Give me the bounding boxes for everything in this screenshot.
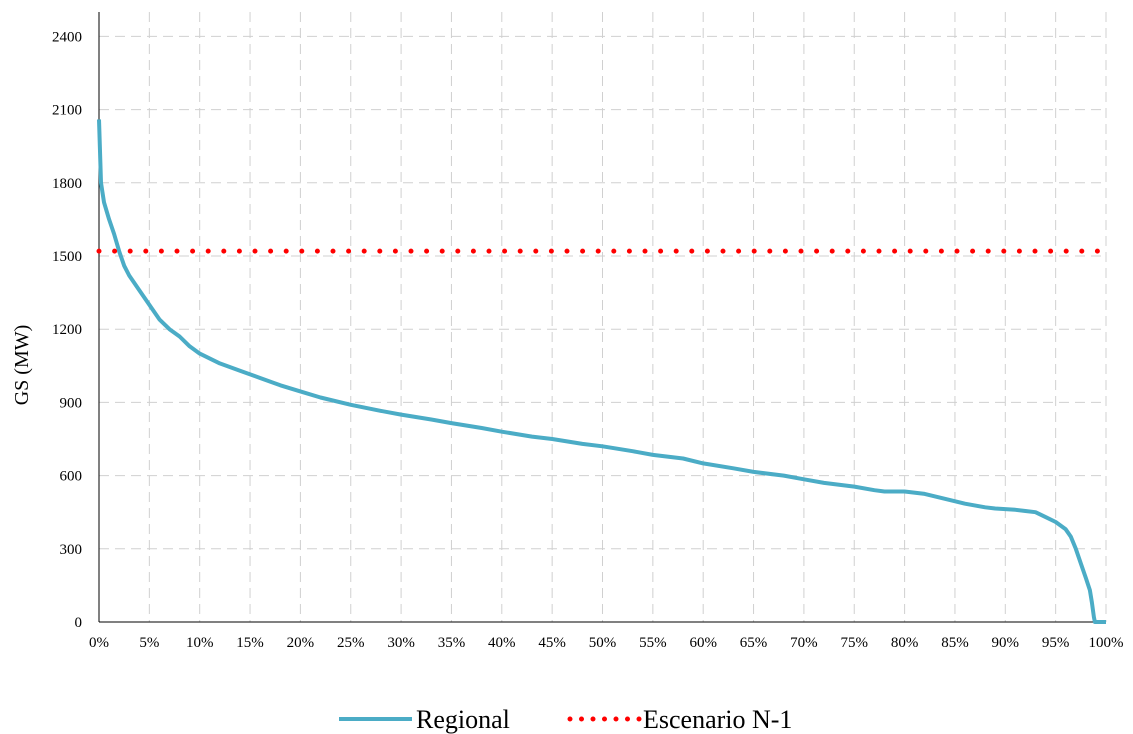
x-tick-label: 30% [387, 635, 415, 651]
y-tick-label: 1200 [52, 322, 82, 338]
series-lines [96, 119, 1109, 624]
x-tick-label: 75% [841, 635, 869, 651]
x-tick-label: 20% [287, 635, 315, 651]
x-tick-label: 45% [538, 635, 566, 651]
x-tick-label: 80% [891, 635, 919, 651]
y-tick-label: 1800 [52, 176, 82, 192]
x-tick-label: 15% [236, 635, 264, 651]
x-tick-label: 40% [488, 635, 516, 651]
x-tick-label: 55% [639, 635, 667, 651]
x-tick-label: 100% [1089, 635, 1124, 651]
legend-label-escenario-n-1: Escenario N-1 [643, 705, 792, 734]
y-tick-label: 1500 [52, 249, 82, 265]
y-tick-label: 2400 [52, 29, 82, 45]
y-axis-title: GS (MW) [11, 325, 33, 406]
x-tick-label: 0% [89, 635, 109, 651]
y-tick-label: 300 [60, 542, 83, 558]
x-tick-label: 10% [186, 635, 214, 651]
axes [98, 12, 1106, 623]
y-tick-label: 600 [60, 469, 83, 485]
x-tick-label: 90% [992, 635, 1020, 651]
x-tick-label: 5% [139, 635, 159, 651]
series-line-regional [97, 119, 1106, 624]
x-tick-label: 60% [689, 635, 717, 651]
x-tick-label: 65% [740, 635, 768, 651]
y-tick-label: 900 [60, 395, 83, 411]
y-tick-label: 2100 [52, 103, 82, 119]
legend: Regional Escenario N-1 [339, 705, 792, 734]
legend-label-regional: Regional [416, 705, 510, 734]
y-tick-labels: 0 300 600 900 1200 1500 1800 2100 2400 [52, 29, 82, 631]
x-tick-labels: 0% 5% 10% 15% 20% 25% 30% 35% 40% 45% 50% 55% 60% 65%… [89, 635, 1124, 651]
x-tick-label: 70% [790, 635, 818, 651]
x-tick-label: 95% [1042, 635, 1070, 651]
x-tick-label: 25% [337, 635, 365, 651]
grid [99, 12, 1107, 622]
x-tick-label: 85% [941, 635, 969, 651]
x-tick-label: 50% [589, 635, 617, 651]
x-tick-label: 35% [438, 635, 466, 651]
y-tick-label: 0 [75, 615, 83, 631]
